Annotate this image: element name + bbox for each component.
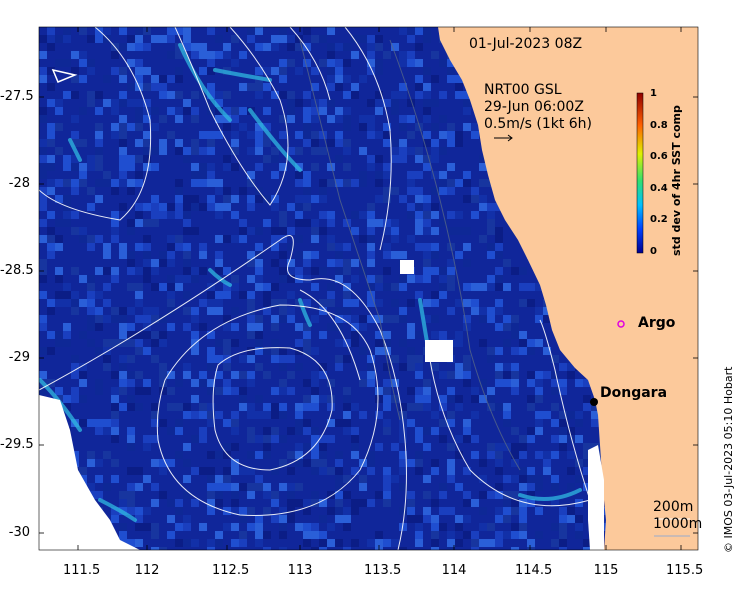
axis-ticks (39, 27, 698, 550)
colorbar-tick: 0.6 (650, 151, 668, 162)
x-tick-label: 113.5 (364, 563, 402, 578)
colorbar-tick: 1 (650, 88, 657, 99)
nodata-patch-west (39, 395, 140, 550)
y-tick-label: -28 (8, 176, 30, 191)
dongara-marker-icon (590, 398, 598, 406)
colorbar-tick: 0.8 (650, 120, 668, 131)
x-tick-label: 114.5 (515, 563, 553, 578)
y-tick-label: -27.5 (0, 89, 34, 104)
current-source-label: NRT00 GSL (484, 82, 562, 98)
colorbar-label: std dev of 4hr SST comp (670, 105, 683, 256)
x-tick-label: 115.5 (666, 563, 704, 578)
colorbar-tick: 0.2 (650, 214, 668, 225)
date-label: 01-Jul-2023 08Z (469, 36, 583, 52)
colorbar-scale (636, 92, 644, 254)
map-frame (38, 26, 699, 551)
x-tick-label: 114 (441, 563, 467, 578)
depth-label-1000m: 1000m (653, 516, 703, 532)
x-tick-label: 111.5 (63, 563, 101, 578)
y-tick-label: -29.5 (0, 437, 34, 452)
x-tick-label: 112 (134, 563, 160, 578)
y-tick-label: -28.5 (0, 263, 34, 278)
x-tick-label: 113 (287, 563, 313, 578)
colorbar-tick: 0 (650, 246, 657, 257)
colorbar-tick: 0.4 (650, 183, 668, 194)
depth-label-200m: 200m (653, 499, 694, 515)
argo-marker-icon (617, 320, 625, 328)
y-tick-label: -29 (8, 350, 30, 365)
place-label-dongara: Dongara (600, 385, 668, 401)
place-label-argo: Argo (638, 315, 676, 331)
y-tick-label: -30 (8, 525, 30, 540)
nodata-triangle (51, 68, 78, 83)
map-plot-area (39, 27, 698, 550)
nodata-patch-mid (425, 340, 453, 362)
current-time-label: 29-Jun 06:00Z (484, 99, 584, 115)
current-scale-arrow (494, 134, 513, 142)
nodata-patch-north (400, 260, 414, 274)
x-tick-label: 115 (593, 563, 619, 578)
nodata-patch-coast (588, 445, 604, 550)
land-australia (438, 27, 698, 550)
current-scale-label: 0.5m/s (1kt 6h) (484, 116, 593, 132)
imos-credit: © IMOS 03-Jul-2023 05:10 Hobart (722, 366, 735, 553)
x-tick-label: 112.5 (212, 563, 250, 578)
bathymetry-contours (299, 39, 521, 471)
ssh-contours (39, 27, 591, 550)
